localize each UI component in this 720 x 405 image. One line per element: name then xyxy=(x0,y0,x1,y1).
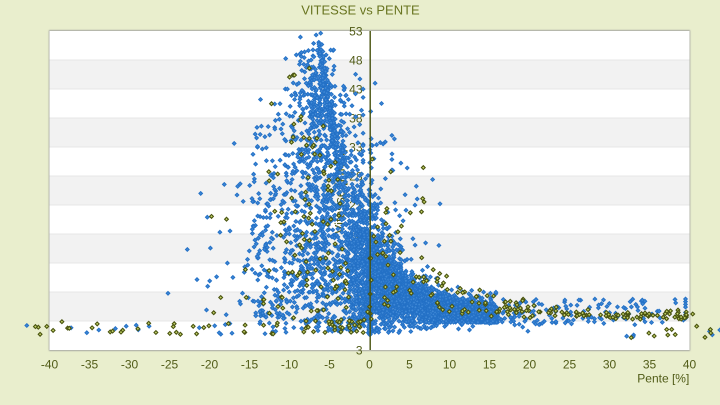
svg-text:33: 33 xyxy=(349,140,363,154)
svg-text:-35: -35 xyxy=(81,358,99,372)
svg-text:-10: -10 xyxy=(281,358,299,372)
svg-text:8: 8 xyxy=(356,285,363,299)
svg-text:0: 0 xyxy=(366,358,373,372)
svg-text:38: 38 xyxy=(349,111,363,125)
svg-text:Vitesse [km/h]: Vitesse [km/h] xyxy=(333,149,348,234)
svg-text:40: 40 xyxy=(683,358,697,372)
svg-text:53: 53 xyxy=(349,24,363,38)
svg-text:Pente [%]: Pente [%] xyxy=(637,371,689,385)
svg-text:-25: -25 xyxy=(161,358,179,372)
svg-text:15: 15 xyxy=(483,358,497,372)
svg-text:30: 30 xyxy=(603,358,617,372)
svg-text:-15: -15 xyxy=(241,358,259,372)
svg-text:28: 28 xyxy=(349,169,363,183)
svg-text:-20: -20 xyxy=(201,358,219,372)
svg-text:3: 3 xyxy=(356,343,363,357)
svg-text:35: 35 xyxy=(643,358,657,372)
svg-text:10: 10 xyxy=(443,358,457,372)
svg-text:-5: -5 xyxy=(324,358,335,372)
svg-text:13: 13 xyxy=(349,256,363,270)
svg-text:43: 43 xyxy=(349,82,363,96)
svg-text:18: 18 xyxy=(349,227,363,241)
svg-text:-40: -40 xyxy=(41,358,59,372)
svg-text:3: 3 xyxy=(356,314,363,328)
svg-text:25: 25 xyxy=(563,358,577,372)
svg-text:48: 48 xyxy=(349,53,363,67)
svg-text:20: 20 xyxy=(523,358,537,372)
svg-text:5: 5 xyxy=(406,358,413,372)
svg-text:-30: -30 xyxy=(121,358,139,372)
svg-text:VITESSE vs PENTE: VITESSE vs PENTE xyxy=(301,3,420,18)
svg-text:23: 23 xyxy=(349,198,363,212)
